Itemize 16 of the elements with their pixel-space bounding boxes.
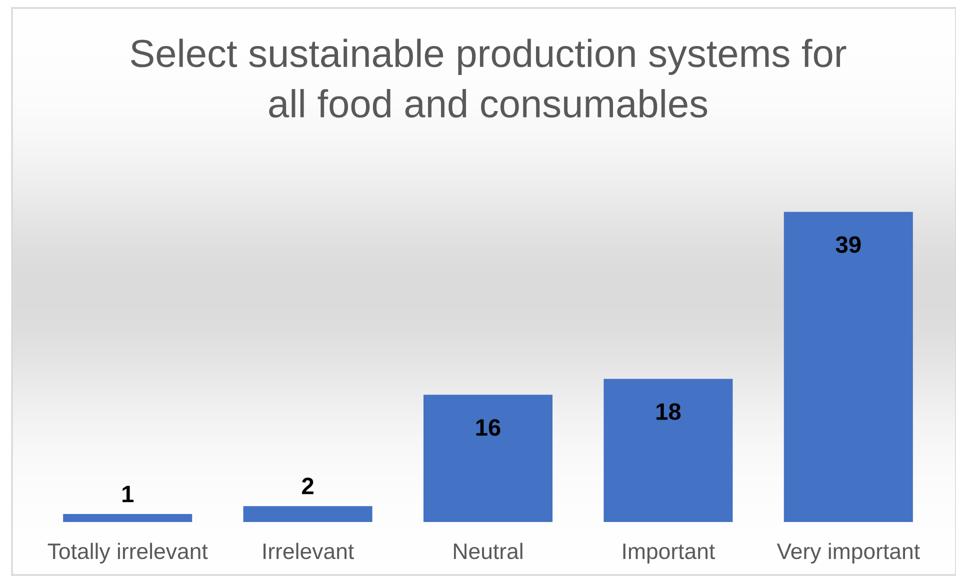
chart-title: Select sustainable production systems for all food and consumables	[130, 38, 846, 118]
bar	[423, 394, 553, 522]
bar	[243, 506, 372, 522]
x-tick-label: Very important	[776, 542, 920, 564]
x-tick-label: Irrelevant	[264, 542, 354, 560]
data-label: 1	[122, 486, 134, 502]
data-label: 2	[302, 478, 314, 494]
x-tick-label: Important	[623, 544, 715, 564]
bar	[784, 212, 913, 522]
bar	[63, 514, 192, 522]
x-tick-label: Neutral	[454, 542, 522, 560]
data-label: 39	[836, 236, 861, 253]
data-label: 16	[476, 419, 500, 436]
data-label: 18	[656, 403, 681, 420]
x-tick-label: Totally irrelevant	[48, 542, 208, 564]
bar	[604, 378, 733, 522]
